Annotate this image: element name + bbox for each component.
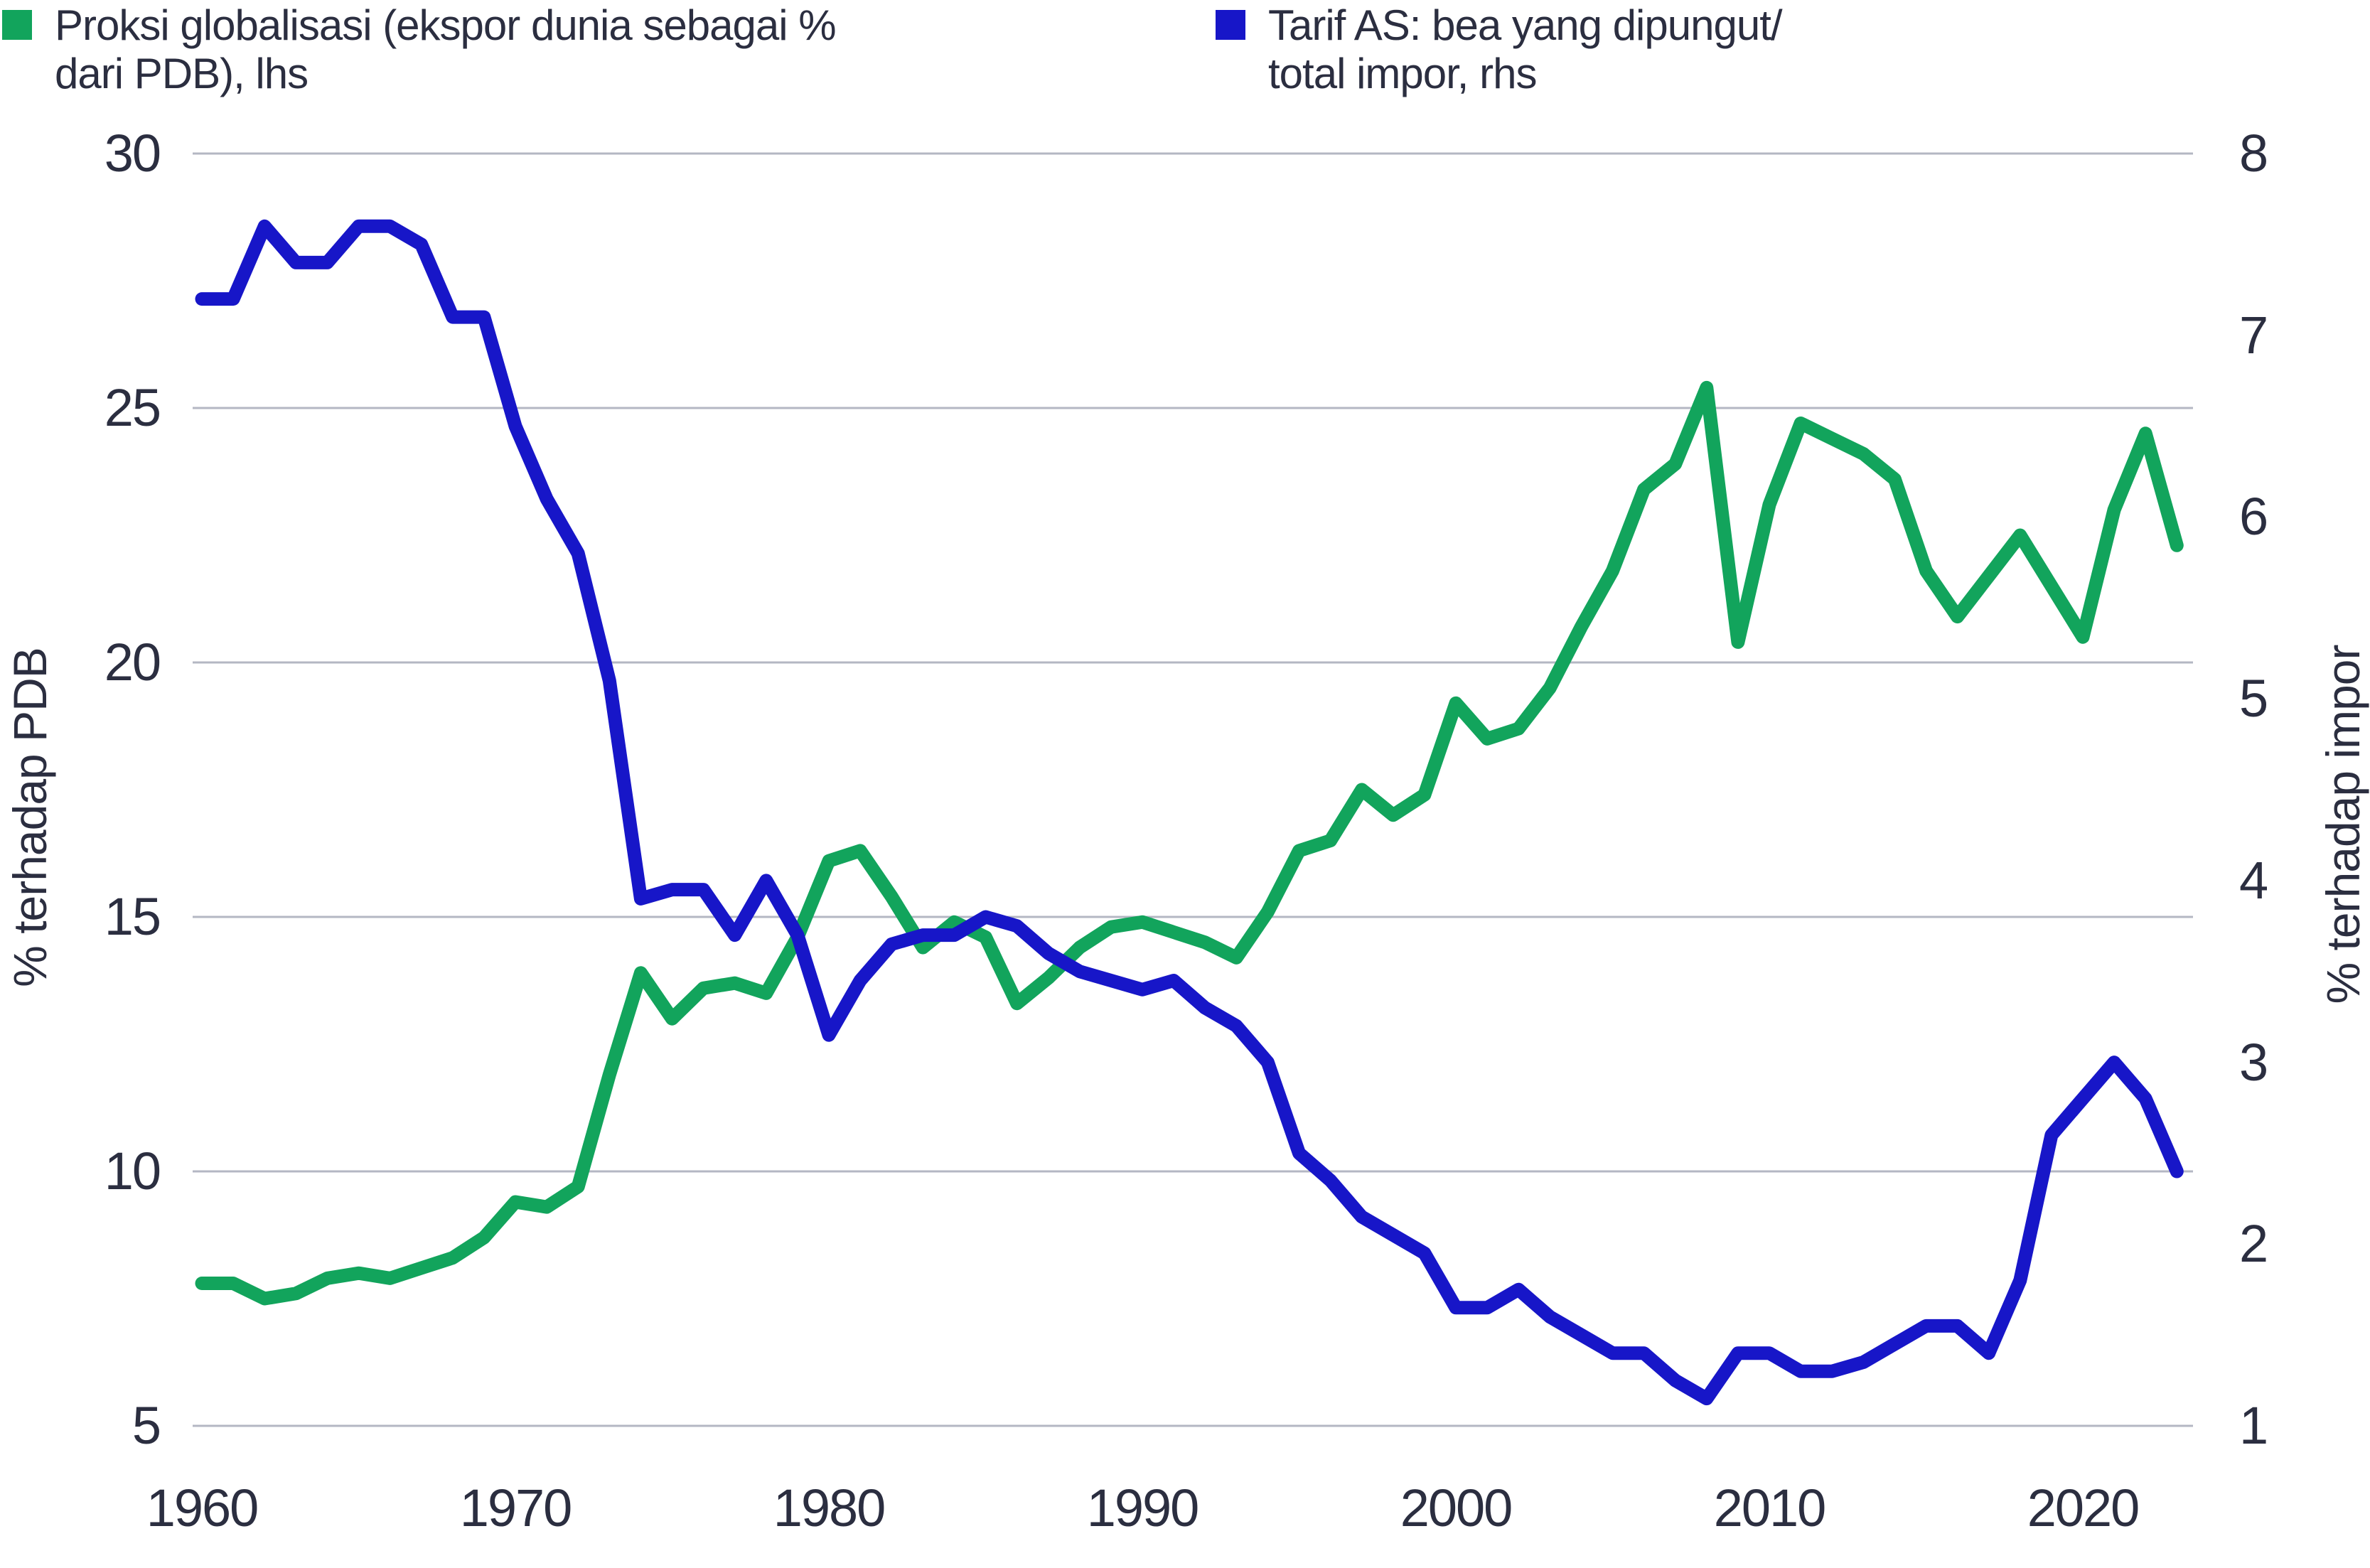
x-axis-tick: 2020 <box>2027 1478 2140 1537</box>
y-axis-right-tick: 7 <box>2239 305 2268 365</box>
y-axis-left-tick: 10 <box>104 1142 161 1201</box>
x-axis-tick: 1990 <box>1086 1478 1200 1537</box>
y-axis-left-tick: 5 <box>132 1396 161 1455</box>
legend-label-globalization: Proksi globalisasi (ekspor dunia sebagai… <box>55 1 837 97</box>
y-axis-left-tick: 25 <box>104 378 161 437</box>
gridlines-group <box>193 152 2193 1427</box>
y-axis-right-tick: 6 <box>2239 487 2268 547</box>
y-axis-right-title: % terhadap impor <box>2317 645 2369 1004</box>
series-lines-group <box>195 219 2184 1406</box>
x-axis-tick: 1980 <box>773 1478 886 1537</box>
globalization-swatch-icon <box>2 10 32 40</box>
y-axis-left-tick: 15 <box>104 887 161 946</box>
y-axis-left-tick: 20 <box>104 633 161 692</box>
y-axis-right-tick: 4 <box>2239 850 2268 910</box>
x-axis-tick: 2000 <box>1400 1478 1513 1537</box>
tariff-series-line <box>195 219 2184 1406</box>
x-axis-tick: 1960 <box>146 1478 259 1537</box>
y-axis-right-tick: 8 <box>2239 124 2268 183</box>
legend-label-tariff: Tarif AS: bea yang dipungut/ total impor… <box>1268 1 1783 97</box>
y-axis-right-tick: 5 <box>2239 669 2268 729</box>
x-axis-tick: 1970 <box>459 1478 573 1537</box>
y-axis-right-tick: 3 <box>2239 1032 2268 1092</box>
tariff-swatch-icon <box>1216 10 1245 40</box>
legend-item-tariff: Tarif AS: bea yang dipungut/ total impor… <box>1216 1 1783 98</box>
y-axis-right-tick: 2 <box>2239 1214 2268 1274</box>
y-axis-left-tick: 30 <box>104 124 161 183</box>
x-axis-tick: 2010 <box>1713 1478 1827 1537</box>
y-axis-right-tick: 1 <box>2239 1396 2268 1455</box>
legend-item-globalization: Proksi globalisasi (ekspor dunia sebagai… <box>2 1 837 98</box>
globalization-series-line <box>195 380 2184 1306</box>
y-axis-left-title: % terhadap PDB <box>4 648 56 987</box>
